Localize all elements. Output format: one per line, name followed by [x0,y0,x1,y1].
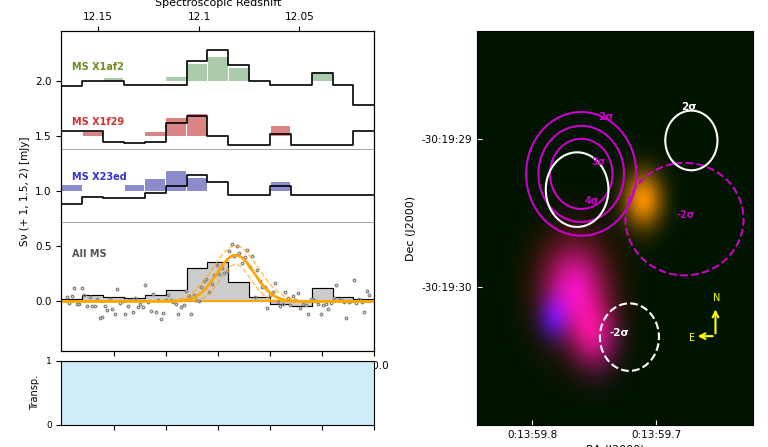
Text: 4σ: 4σ [584,196,599,207]
Text: MS X1f29: MS X1f29 [72,117,124,127]
Text: -2σ: -2σ [677,210,695,220]
Y-axis label: Sν (+ 1, 1.5, 2) [mJy]: Sν (+ 1, 1.5, 2) [mJy] [19,136,29,246]
Bar [145,132,165,136]
Bar [124,185,144,191]
Y-axis label: Dec (J2000): Dec (J2000) [406,195,416,261]
Text: E: E [690,333,696,343]
Bar [187,178,207,191]
Bar [166,76,186,81]
Text: 2σ: 2σ [598,112,614,122]
X-axis label: Spectroscopic Redshift: Spectroscopic Redshift [154,0,281,8]
Bar [166,118,186,136]
Bar [187,114,207,136]
Text: N: N [713,293,720,303]
Text: 2σ: 2σ [681,102,697,112]
Bar [83,132,103,136]
Bar [270,126,290,136]
Text: -2σ: -2σ [610,328,629,338]
Bar [229,67,249,81]
Bar [208,57,228,81]
Text: All MS: All MS [72,249,107,258]
Bar [62,185,81,191]
Bar [104,78,124,81]
X-axis label: Frequency [GHz]: Frequency [GHz] [171,376,264,386]
X-axis label: RA (J2000): RA (J2000) [586,445,644,447]
Bar [166,171,186,191]
Bar [145,179,165,191]
Y-axis label: Transp.: Transp. [31,375,41,410]
Bar [313,72,332,81]
Text: 3σ: 3σ [591,157,606,167]
Text: MS X1af2: MS X1af2 [72,62,124,72]
Text: MS X23ed: MS X23ed [72,173,127,182]
Bar [187,64,207,81]
Bar [270,182,290,191]
